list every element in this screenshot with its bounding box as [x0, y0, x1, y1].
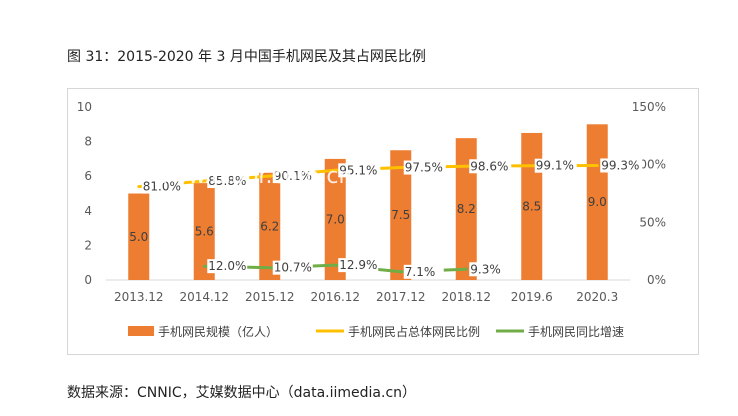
bar-value-label: 8.2	[457, 202, 476, 216]
y-left-tick-label: 6	[84, 169, 92, 183]
share-label-bg	[338, 163, 381, 178]
legend-label-growth: 手机网民同比增速	[528, 325, 624, 339]
x-tick-label: 2019.6	[511, 290, 553, 304]
bar-value-label: 9.0	[588, 195, 607, 209]
share-label-bg	[403, 160, 446, 175]
share-label-bg	[469, 159, 512, 174]
growth-value-label: 9.3%	[470, 262, 501, 276]
y-left-tick-label: 8	[84, 135, 92, 149]
growth-label-bg	[403, 264, 444, 279]
share-label-bg	[600, 158, 643, 173]
share-label-bg	[534, 158, 577, 173]
bar	[390, 150, 412, 280]
y-right-tick-label: 150%	[632, 100, 666, 114]
growth-label-bg	[207, 259, 248, 274]
x-tick-label: 2015.12	[245, 290, 295, 304]
share-value-label: 90.1%	[274, 169, 312, 183]
source-note: 数据来源：CNNIC，艾媒数据中心（data.iimedia.cn）	[67, 385, 417, 401]
growth-value-label: 10.7%	[274, 261, 312, 275]
bar-value-label: 5.0	[129, 230, 148, 244]
watermark-text: www.hibor.com.cn	[152, 164, 352, 189]
share-value-label: 85.8%	[208, 174, 246, 188]
legend-swatch-bar	[128, 326, 154, 336]
growth-value-label: 12.9%	[339, 258, 377, 272]
share-value-label: 98.6%	[470, 159, 508, 173]
figure-title: 图 31：2015-2020 年 3 月中国手机网民及其占网民比例	[67, 49, 426, 65]
share-value-label: 95.1%	[339, 163, 377, 177]
bar	[455, 138, 477, 280]
x-tick-label: 2017.12	[376, 290, 426, 304]
y-left-tick-label: 0	[84, 273, 92, 287]
share-label-bg	[272, 169, 315, 184]
bar-value-label: 7.0	[326, 212, 345, 226]
legend-label-share: 手机网民占总体网民比例	[348, 324, 480, 339]
growth-label-bg	[272, 260, 313, 275]
growth-value-label: 7.1%	[405, 265, 436, 279]
y-left-tick-label: 10	[77, 100, 92, 114]
bar-value-label: 6.2	[260, 219, 279, 233]
bar-value-label: 7.5	[391, 208, 410, 222]
x-tick-label: 2016.12	[310, 290, 360, 304]
share-value-label: 99.1%	[536, 159, 574, 173]
x-tick-label: 2018.12	[441, 290, 491, 304]
growth-label-bg	[338, 258, 379, 273]
y-left-tick-label: 2	[84, 238, 92, 252]
share-value-label: 97.5%	[405, 161, 443, 175]
bar-value-label: 5.6	[195, 225, 214, 239]
bar	[128, 193, 150, 280]
y-right-tick-label: 50%	[639, 215, 666, 229]
growth-value-label: 12.0%	[208, 259, 246, 273]
bar	[324, 158, 346, 280]
x-tick-label: 2013.12	[114, 290, 164, 304]
bar	[193, 183, 215, 280]
x-tick-label: 2014.12	[179, 290, 229, 304]
growth-label-bg	[469, 262, 510, 277]
share-value-label: 99.3%	[601, 158, 639, 172]
y-left-tick-label: 4	[84, 204, 92, 218]
share-value-label: 81.0%	[143, 180, 181, 194]
x-tick-label: 2020.3	[576, 290, 618, 304]
bar-value-label: 8.5	[522, 199, 541, 213]
y-right-tick-label: 0%	[647, 273, 666, 287]
share-label-bg	[141, 179, 184, 194]
legend-label-bar: 手机网民规模（亿人）	[158, 324, 278, 339]
chart-frame: 0 2 4 6 8 10 0% 50% 100% 150% 5.0 5.6 6.2 7.0 7.5 8.2…	[67, 88, 699, 355]
bar	[259, 172, 281, 280]
share-label-bg	[207, 174, 250, 189]
